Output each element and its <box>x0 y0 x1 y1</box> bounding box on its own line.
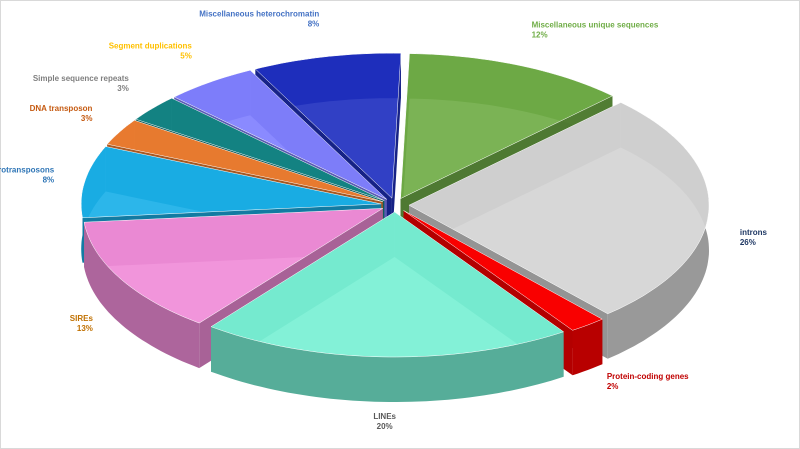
slice <box>135 97 385 201</box>
data-label: 3% <box>117 84 129 93</box>
slice <box>400 53 613 199</box>
data-label: LINEs <box>373 412 396 421</box>
data-label: 13% <box>77 324 93 333</box>
data-label: 2% <box>607 382 619 391</box>
data-label: Miscellaneous unique sequences <box>532 21 659 30</box>
slice-side <box>391 53 401 244</box>
slice-side <box>572 319 603 376</box>
data-label: 12% <box>532 31 548 40</box>
slice <box>83 208 384 324</box>
slice <box>173 69 387 200</box>
data-label: Miscellaneous heterochromatin <box>199 10 319 19</box>
slice <box>210 211 565 358</box>
slice <box>106 120 383 202</box>
data-label: 26% <box>740 238 756 247</box>
data-label: LTR retrotransposons <box>0 166 55 175</box>
data-label: DNA transposon <box>30 104 93 113</box>
slice <box>403 210 603 331</box>
data-label: 5% <box>180 52 192 61</box>
data-label: Protein-coding genes <box>607 372 689 381</box>
slice <box>80 146 382 219</box>
data-label: SIREs <box>70 314 94 323</box>
slice-side <box>84 222 200 369</box>
data-label: introns <box>740 228 768 237</box>
data-label: Segment duplications <box>109 42 193 51</box>
data-label: 8% <box>43 176 55 185</box>
slice-side <box>211 326 564 402</box>
data-label: 20% <box>377 422 393 431</box>
data-label: Simple sequence repeats <box>33 74 130 83</box>
data-label: 8% <box>308 20 320 29</box>
slice <box>408 102 710 315</box>
data-label: 3% <box>81 114 93 123</box>
slice <box>254 52 402 199</box>
